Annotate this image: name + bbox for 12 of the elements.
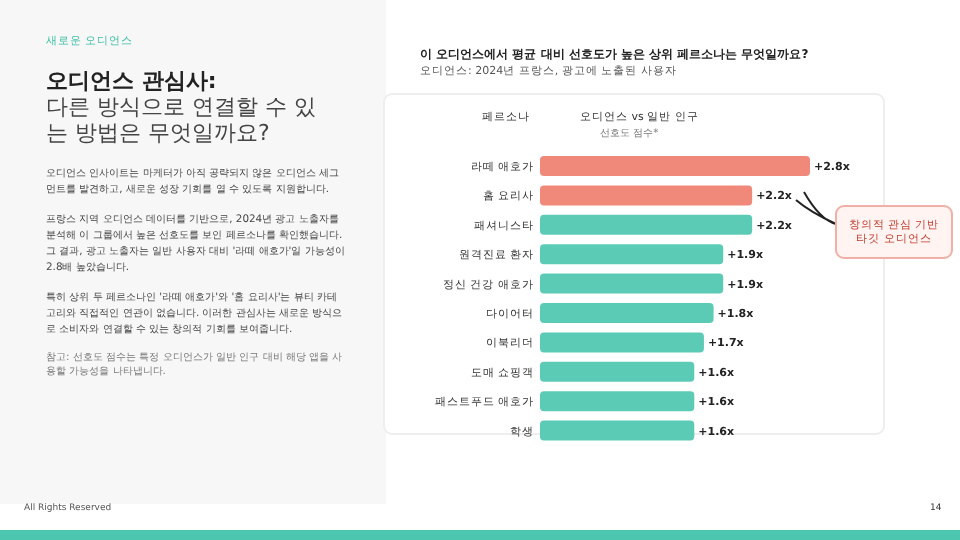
bar	[540, 361, 695, 382]
bar	[540, 332, 704, 353]
bar	[540, 244, 724, 265]
bar	[540, 303, 714, 323]
text: 다른 방식으로 연결할 수 있는 방법은 무엇일까요?	[46, 94, 318, 146]
bar	[540, 214, 753, 235]
bar	[540, 185, 753, 206]
bar	[540, 391, 695, 412]
bar	[540, 273, 724, 294]
text: 오디언스 관심사:	[46, 68, 219, 94]
bar	[540, 420, 695, 441]
bar	[540, 156, 810, 176]
